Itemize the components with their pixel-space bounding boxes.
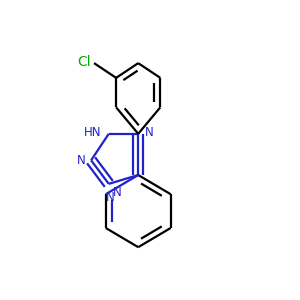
Text: HN: HN: [84, 126, 101, 139]
Text: N: N: [113, 186, 122, 199]
Text: N: N: [145, 126, 154, 139]
Text: N: N: [76, 154, 85, 167]
Text: N: N: [106, 191, 115, 204]
Text: Cl: Cl: [77, 55, 91, 69]
